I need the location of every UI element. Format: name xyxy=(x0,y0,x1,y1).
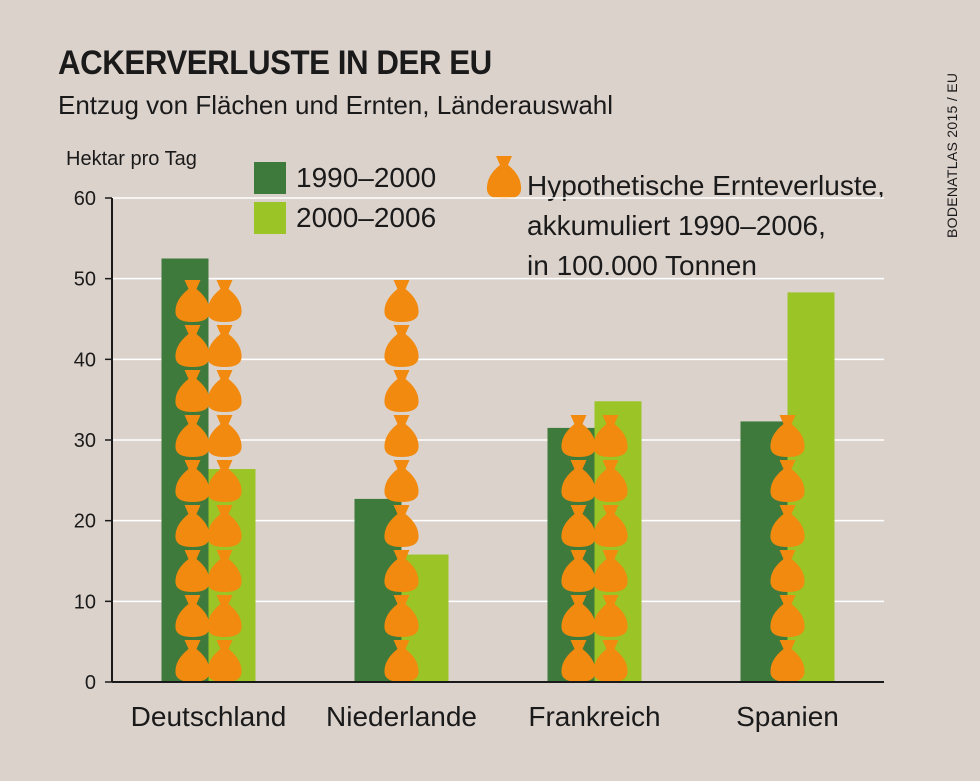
sack-icon xyxy=(207,505,242,547)
sack-icon xyxy=(207,640,242,682)
sack-icon xyxy=(593,505,628,547)
sack-icon xyxy=(561,550,596,592)
sack-icon xyxy=(207,280,242,322)
sack-icon xyxy=(175,595,210,637)
sack-icon xyxy=(593,550,628,592)
sack-icon xyxy=(770,460,805,502)
sack-icon xyxy=(175,550,210,592)
y-tick-label: 20 xyxy=(74,511,96,533)
sack-icon xyxy=(175,460,210,502)
sack-icon xyxy=(561,415,596,457)
sack-icon xyxy=(593,460,628,502)
legend-sack-description: Hypothetische Ernteverluste, akkumuliert… xyxy=(527,166,885,286)
sack-icon xyxy=(175,280,210,322)
x-tick-label: Frankreich xyxy=(528,701,660,732)
sack-icon xyxy=(384,550,419,592)
sack-icon xyxy=(561,505,596,547)
sack-icon xyxy=(384,370,419,412)
legend-sack-line: Hypothetische Ernteverluste, xyxy=(527,170,885,201)
sack-icon xyxy=(175,370,210,412)
x-tick-label: Deutschland xyxy=(131,701,287,732)
legend-sack-line: akkumuliert 1990–2006, xyxy=(527,210,826,241)
sack-icon xyxy=(561,640,596,682)
y-tick-label: 30 xyxy=(74,430,96,452)
sack-icon xyxy=(384,325,419,367)
legend-item-series1: 1990–2000 xyxy=(254,162,436,194)
sack-icon xyxy=(384,415,419,457)
sack-icon xyxy=(770,415,805,457)
sack-icon xyxy=(770,595,805,637)
sack-icon xyxy=(593,640,628,682)
sack-icon xyxy=(593,595,628,637)
sack-icon xyxy=(384,505,419,547)
sack-icon xyxy=(207,415,242,457)
sack-icon xyxy=(207,460,242,502)
chart-subtitle: Entzug von Flächen und Ernten, Länderaus… xyxy=(58,90,614,120)
bar-frankreich-1990-2000 xyxy=(547,427,595,682)
sack-icon xyxy=(770,550,805,592)
sack-icon xyxy=(384,640,419,682)
sack-icon xyxy=(175,325,210,367)
sack-icon xyxy=(207,595,242,637)
x-tick-label: Niederlande xyxy=(326,701,477,732)
sack-icon xyxy=(561,595,596,637)
y-axis-label: Hektar pro Tag xyxy=(66,148,197,170)
sack-icon xyxy=(770,505,805,547)
sack-icon xyxy=(561,460,596,502)
y-tick-label: 60 xyxy=(74,188,96,210)
legend-item-series2: 2000–2006 xyxy=(254,202,436,234)
sack-icon xyxy=(384,460,419,502)
y-tick-label: 40 xyxy=(74,349,96,371)
chart-title: ACKERVERLUSTE IN DER EU xyxy=(58,44,492,82)
sack-icon xyxy=(384,595,419,637)
legend-swatch-series1 xyxy=(254,162,286,194)
sack-icon xyxy=(593,415,628,457)
sack-icon xyxy=(175,640,210,682)
sack-icon xyxy=(207,550,242,592)
sack-icon xyxy=(175,505,210,547)
sack-icon xyxy=(207,370,242,412)
legend-label-series2: 2000–2006 xyxy=(296,202,437,233)
legend-sack-line: in 100.000 Tonnen xyxy=(527,250,757,281)
y-tick-label: 0 xyxy=(85,672,96,694)
sack-icon xyxy=(486,156,522,199)
sack-icon xyxy=(384,280,419,322)
sack-icon xyxy=(175,415,210,457)
legend-label-series1: 1990–2000 xyxy=(296,162,437,193)
y-tick-label: 10 xyxy=(74,591,96,613)
x-tick-label: Spanien xyxy=(736,701,839,732)
legend-swatch-series2 xyxy=(254,202,286,234)
y-tick-label: 50 xyxy=(74,269,96,291)
sack-icon xyxy=(770,640,805,682)
bar-spanien-1990-2000 xyxy=(740,421,788,682)
sack-icon xyxy=(207,325,242,367)
